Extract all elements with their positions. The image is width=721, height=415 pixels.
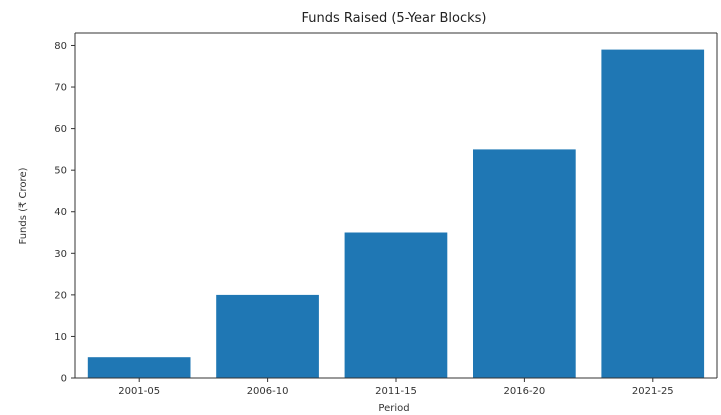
y-tick-label: 10 [54, 332, 67, 343]
bar [601, 49, 705, 378]
y-tick-label: 80 [54, 41, 67, 52]
bar [216, 294, 319, 378]
y-tick-label: 30 [54, 249, 67, 260]
x-tick-label: 2011-15 [375, 386, 417, 397]
bar [87, 357, 191, 378]
x-axis-label: Period [378, 403, 409, 414]
chart-title: Funds Raised (5-Year Blocks) [301, 11, 486, 26]
x-tick-label: 2006-10 [247, 386, 289, 397]
bar [344, 232, 448, 378]
y-tick-label: 0 [61, 374, 67, 385]
bar [473, 149, 576, 378]
x-tick-label: 2001-05 [118, 386, 160, 397]
y-axis-label: Funds (₹ Crore) [18, 167, 29, 244]
y-tick-label: 20 [54, 290, 67, 301]
x-tick-label: 2016-20 [504, 386, 546, 397]
plot-area: 0 10 20 30 40 50 60 70 80 2001-05 2006-10 2011-15 20… [54, 32, 718, 397]
y-tick-label: 70 [54, 83, 67, 94]
y-tick-label: 40 [54, 207, 67, 218]
x-tick-label: 2021-25 [632, 386, 674, 397]
y-tick-label: 50 [54, 166, 67, 177]
y-tick-label: 60 [54, 124, 67, 135]
